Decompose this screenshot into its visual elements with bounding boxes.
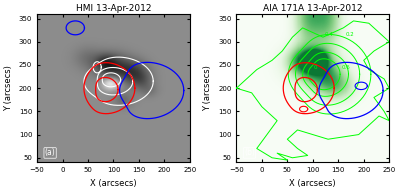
Title: AIA 171A 13-Apr-2012: AIA 171A 13-Apr-2012 [263, 4, 362, 13]
Text: 0.2: 0.2 [346, 32, 355, 37]
Text: 0.6: 0.6 [342, 65, 350, 70]
Y-axis label: Y (arcsecs): Y (arcsecs) [4, 65, 13, 111]
Y-axis label: Y (arcsecs): Y (arcsecs) [204, 65, 212, 111]
Text: 0.4: 0.4 [324, 32, 333, 37]
X-axis label: X (arcsecs): X (arcsecs) [90, 179, 137, 188]
X-axis label: X (arcsecs): X (arcsecs) [290, 179, 336, 188]
Title: HMI 13-Apr-2012: HMI 13-Apr-2012 [76, 4, 151, 13]
Text: 0: 0 [314, 65, 317, 70]
Text: (a): (a) [45, 148, 56, 157]
Text: (b): (b) [244, 148, 255, 157]
